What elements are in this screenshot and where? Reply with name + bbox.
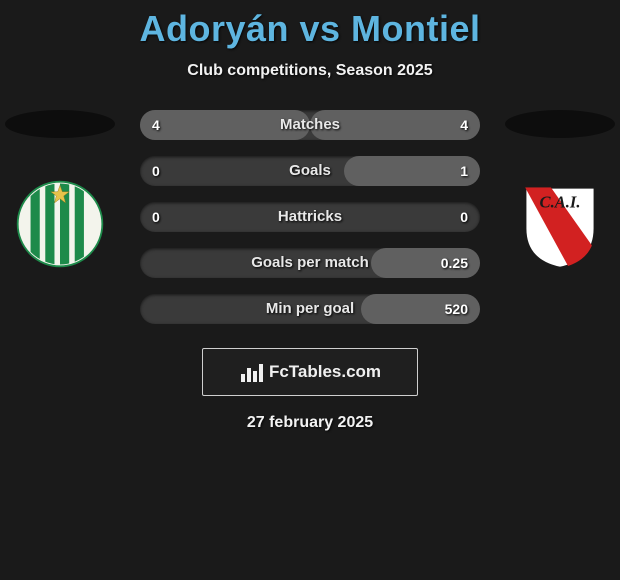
stat-value-left: 0 [152,202,160,232]
stat-row: Min per goal520 [140,294,480,324]
stat-value-right: 0.25 [441,248,468,278]
stat-row: Matches4 4 [140,110,480,140]
stat-value-left: 4 [152,110,160,140]
stat-value-right: 1 [460,156,468,186]
banfield-crest-icon [14,178,106,270]
stat-value-right: 0 [460,202,468,232]
stat-label: Goals per match [140,248,480,278]
footer-brand-text: FcTables.com [269,362,381,382]
stat-row: Goals0 1 [140,156,480,186]
subtitle: Club competitions, Season 2025 [0,62,620,80]
independiente-crest-icon: C.A.I. [514,178,606,270]
stat-value-right: 4 [460,110,468,140]
stat-label: Hattricks [140,202,480,232]
stats-list: Matches44Goals01Hattricks00Goals per mat… [140,110,480,324]
bar-chart-icon [239,360,263,384]
stat-row: Hattricks0 0 [140,202,480,232]
player-shadow-left [5,110,115,138]
page-title: Adoryán vs Montiel [0,0,620,50]
comparison-panel: C.A.I. Matches44Goals01Hattricks00Goals … [0,110,620,432]
left-team-crest [14,178,106,270]
stat-label: Goals [140,156,480,186]
left-team-column [0,110,120,270]
stat-row: Goals per match0.25 [140,248,480,278]
svg-text:C.A.I.: C.A.I. [540,192,581,211]
stat-label: Min per goal [140,294,480,324]
footer-brand-box: FcTables.com [202,348,418,396]
footer-date: 27 february 2025 [0,414,620,432]
stat-label: Matches [140,110,480,140]
right-team-column: C.A.I. [500,110,620,270]
right-team-crest: C.A.I. [514,178,606,270]
player-shadow-right [505,110,615,138]
stat-value-right: 520 [445,294,468,324]
stat-value-left: 0 [152,156,160,186]
